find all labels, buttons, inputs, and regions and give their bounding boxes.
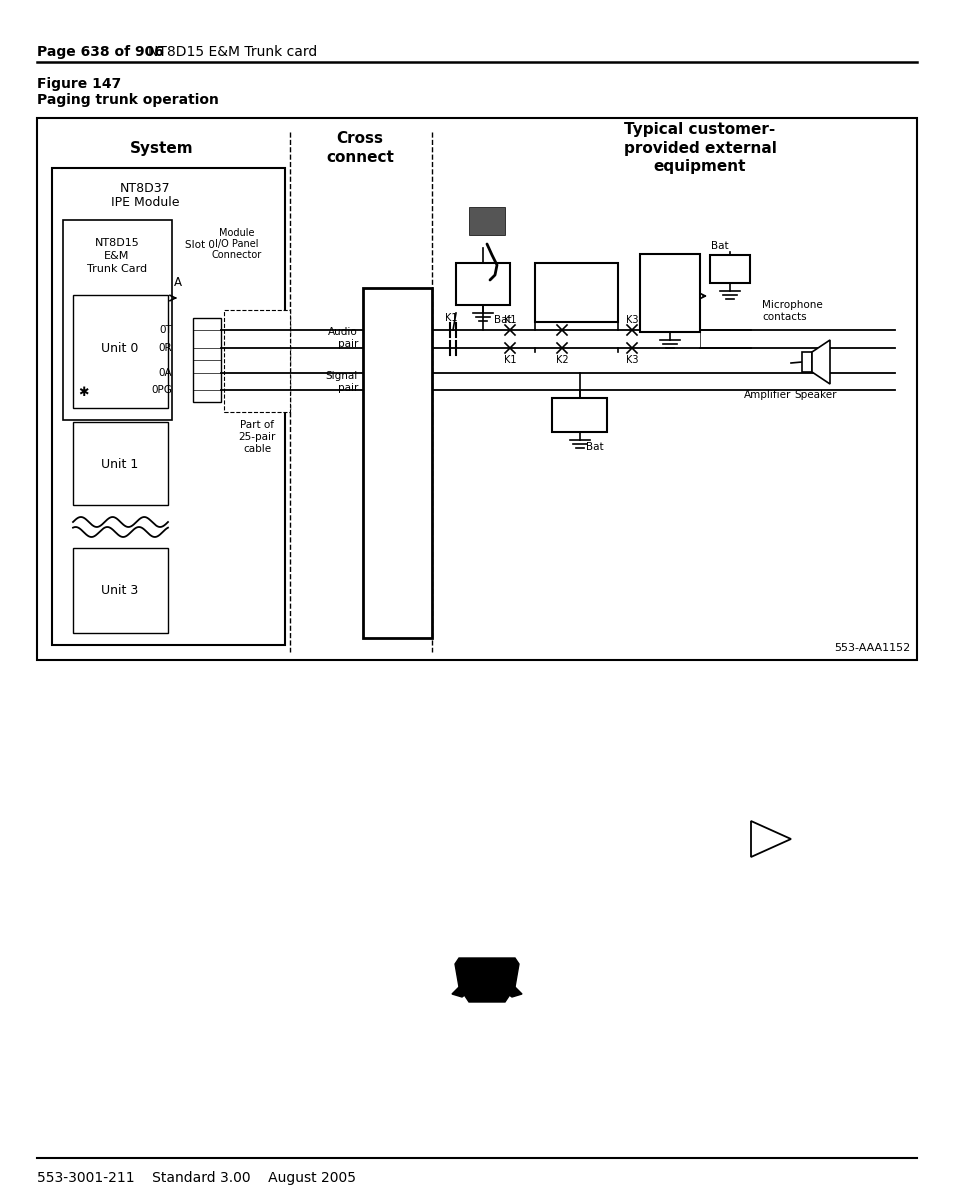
Text: K1: K1 — [503, 355, 516, 365]
Text: Cross
connect: Cross connect — [326, 131, 394, 165]
Text: MDF: MDF — [375, 454, 419, 472]
Text: Bat: Bat — [494, 315, 511, 325]
Text: Paging trunk operation: Paging trunk operation — [37, 93, 218, 107]
Text: K3: K3 — [625, 315, 638, 325]
Text: 0R: 0R — [158, 343, 172, 353]
Text: Unit 0: Unit 0 — [101, 341, 138, 355]
Text: Audio
pair: Audio pair — [328, 327, 357, 349]
Text: K3: K3 — [625, 355, 638, 365]
Text: K3: K3 — [721, 262, 738, 275]
Bar — [456, 263, 510, 305]
Bar — [193, 319, 221, 401]
Bar — [224, 310, 290, 412]
Text: (W-O): (W-O) — [224, 368, 253, 377]
Bar — [73, 294, 168, 407]
Text: 0T: 0T — [159, 325, 172, 335]
Text: K1: K1 — [503, 315, 516, 325]
Text: 0PG: 0PG — [151, 385, 172, 395]
Text: Module: Module — [219, 228, 254, 238]
Text: (W-BL): (W-BL) — [224, 325, 258, 335]
Text: Trunk Card: Trunk Card — [87, 264, 147, 274]
Text: 2: 2 — [201, 385, 208, 395]
Polygon shape — [504, 987, 521, 996]
Bar — [37, 118, 916, 660]
Text: NT8D15: NT8D15 — [94, 238, 139, 248]
Text: Part of: Part of — [240, 419, 274, 430]
Text: 1: 1 — [201, 343, 208, 353]
Text: NT8D15 E&M Trunk card: NT8D15 E&M Trunk card — [148, 44, 317, 59]
Text: Amplifier: Amplifier — [743, 389, 791, 400]
Bar — [801, 352, 811, 371]
Text: Bat: Bat — [710, 240, 728, 251]
Bar — [535, 263, 618, 322]
Text: contacts: contacts — [761, 313, 806, 322]
Text: IPE Module: IPE Module — [111, 196, 179, 208]
Text: phone: phone — [651, 293, 688, 307]
Text: Unit 3: Unit 3 — [101, 584, 138, 597]
Bar — [363, 288, 432, 638]
Text: ✱: ✱ — [77, 387, 89, 399]
Bar — [639, 254, 700, 332]
Text: Bat: Bat — [585, 442, 603, 452]
Text: cable: cable — [243, 444, 271, 454]
Bar — [52, 168, 285, 645]
Text: K2: K2 — [555, 315, 568, 325]
Text: K2: K2 — [571, 409, 587, 422]
Text: (O-W): (O-W) — [224, 385, 253, 395]
Text: Signal
pair: Signal pair — [325, 371, 357, 393]
Text: K1: K1 — [444, 313, 456, 323]
Text: 553-3001-211    Standard 3.00    August 2005: 553-3001-211 Standard 3.00 August 2005 — [37, 1171, 355, 1185]
Bar — [73, 548, 168, 633]
Text: NT8D37: NT8D37 — [119, 182, 171, 195]
Text: K2: K2 — [555, 355, 568, 365]
Polygon shape — [455, 958, 518, 1002]
Text: recorder,: recorder, — [549, 287, 602, 300]
Polygon shape — [750, 821, 790, 857]
Text: 26: 26 — [198, 325, 212, 335]
Bar — [469, 207, 504, 236]
Text: Tape: Tape — [562, 275, 590, 288]
Bar — [63, 220, 172, 419]
Text: Figure 147: Figure 147 — [37, 77, 121, 91]
Polygon shape — [811, 340, 829, 383]
Text: System: System — [130, 141, 193, 155]
Text: 0A: 0A — [158, 368, 172, 377]
Bar — [73, 422, 168, 505]
Text: E&M: E&M — [104, 251, 130, 261]
Polygon shape — [452, 987, 469, 996]
Text: Microphone: Microphone — [761, 300, 821, 310]
Text: 27: 27 — [198, 368, 212, 377]
Text: Page 638 of 906: Page 638 of 906 — [37, 44, 164, 59]
Text: Slot 0: Slot 0 — [185, 240, 214, 250]
Text: 25-pair: 25-pair — [238, 432, 275, 442]
Text: 553-AAA1152: 553-AAA1152 — [833, 643, 909, 653]
Bar — [709, 255, 749, 282]
Text: Unit 1: Unit 1 — [101, 458, 138, 470]
Text: A: A — [173, 275, 182, 288]
Text: Typical customer-
provided external
equipment: Typical customer- provided external equi… — [623, 121, 776, 174]
Text: K1: K1 — [475, 278, 491, 291]
Bar — [552, 398, 606, 432]
Text: (BL-W): (BL-W) — [224, 343, 258, 353]
Text: radio, etc.: radio, etc. — [546, 302, 606, 315]
Text: I/O Panel: I/O Panel — [215, 239, 258, 249]
Text: Connector: Connector — [212, 250, 262, 260]
Text: Micro-: Micro- — [651, 279, 687, 292]
Text: Speaker: Speaker — [794, 389, 837, 400]
